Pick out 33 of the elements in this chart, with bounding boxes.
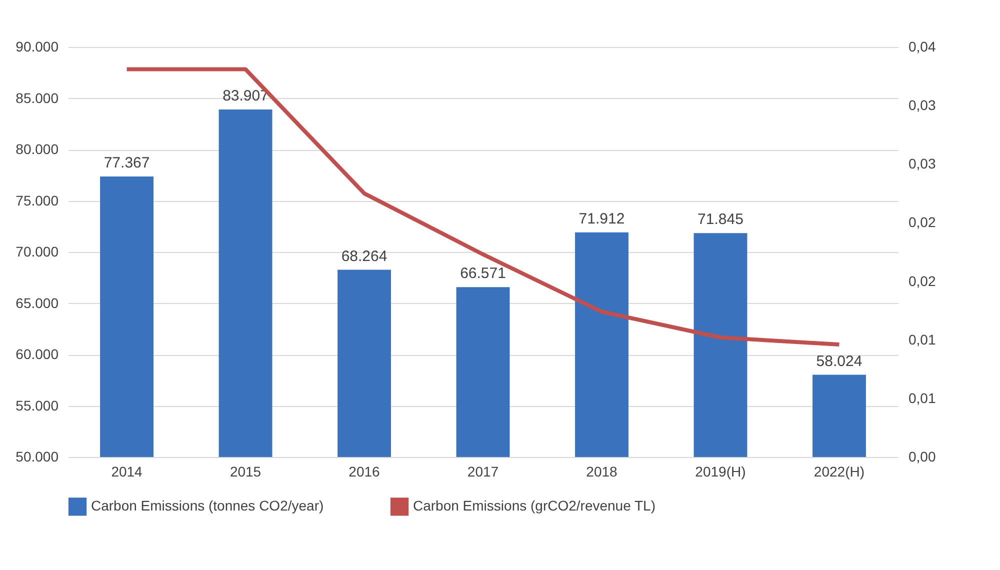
data-label: 71.845 bbox=[698, 211, 744, 228]
y-tick-label: 50.000 bbox=[16, 448, 59, 464]
y-tick-label: 85.000 bbox=[16, 90, 59, 106]
data-label: 66.571 bbox=[460, 265, 506, 282]
y2-tick-label: 0,03 bbox=[908, 97, 936, 114]
y2-tick-label: 0,02 bbox=[908, 272, 936, 289]
data-label: 71.912 bbox=[578, 210, 625, 228]
y2-tick-label: 0,02 bbox=[908, 214, 936, 230]
data-label: 83.907 bbox=[222, 87, 268, 104]
y2-tick-label: 0,01 bbox=[908, 331, 936, 348]
y-tick-label: 75.000 bbox=[16, 192, 59, 208]
data-label: 68.264 bbox=[341, 248, 388, 265]
data-label: 58.024 bbox=[816, 352, 862, 370]
legend-label: Carbon Emissions (tonnes CO2/year) bbox=[91, 498, 324, 514]
x-tick-label: 2018 bbox=[586, 464, 618, 480]
y-tick-label: 90.000 bbox=[16, 38, 59, 54]
data-label: 77.367 bbox=[104, 154, 150, 172]
y-tick-label: 70.000 bbox=[16, 244, 59, 260]
y-tick-label: 80.000 bbox=[16, 141, 59, 157]
x-tick-label: 2016 bbox=[348, 464, 380, 480]
x-tick-label: 2015 bbox=[230, 464, 262, 480]
x-tick-label: 2017 bbox=[467, 464, 499, 480]
y-tick-label: 65.000 bbox=[16, 294, 59, 311]
x-tick-label: 2022(H) bbox=[814, 464, 865, 480]
x-tick-label: 2019(H) bbox=[695, 464, 746, 480]
legend-label: Carbon Emissions (grCO2/revenue TL) bbox=[413, 498, 656, 514]
x-tick-label: 2014 bbox=[111, 464, 143, 480]
y2-tick-label: 0,04 bbox=[908, 38, 936, 54]
y2-tick-label: 0,00 bbox=[908, 448, 936, 464]
y2-tick-label: 0,03 bbox=[908, 156, 936, 172]
y2-tick-label: 0,01 bbox=[908, 390, 936, 406]
y-tick-label: 60.000 bbox=[16, 346, 59, 362]
y-tick-label: 55.000 bbox=[16, 397, 59, 414]
